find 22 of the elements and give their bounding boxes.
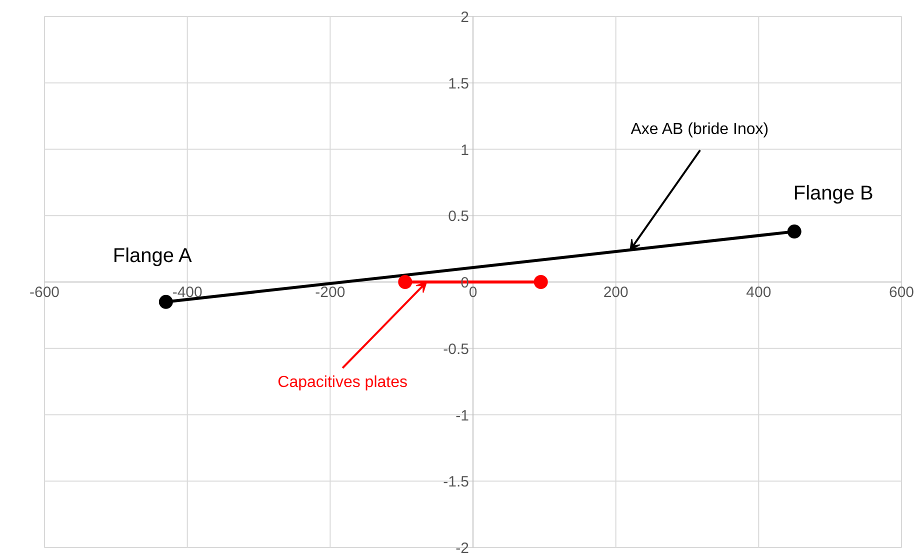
- y-tick-label: 2: [460, 9, 469, 26]
- y-tick-label: -1: [456, 407, 470, 424]
- x-tick-label: -200: [315, 284, 346, 301]
- annotation: Flange B: [793, 182, 874, 205]
- x-tick-label: 400: [746, 284, 772, 301]
- y-tick-label: -2: [456, 540, 470, 556]
- x-tick-label: -400: [172, 284, 202, 301]
- annotation: Axe AB (bride Inox): [630, 121, 769, 138]
- y-tick-label: -1.5: [443, 474, 470, 491]
- x-tick-label: 200: [603, 284, 628, 301]
- y-tick-label: -0.5: [443, 340, 470, 358]
- point: [398, 275, 412, 289]
- x-tick-label: 600: [888, 284, 914, 301]
- point: [158, 294, 173, 309]
- annotation: Flange A: [112, 244, 192, 267]
- annotation: Capacitives plates: [278, 374, 408, 391]
- point: [534, 275, 548, 289]
- x-tick-label: -600: [29, 284, 60, 301]
- point: [787, 224, 802, 239]
- y-tick-label: 0.5: [448, 208, 470, 226]
- y-tick-label: 1.5: [448, 75, 470, 92]
- y-tick-label: 1: [460, 142, 469, 159]
